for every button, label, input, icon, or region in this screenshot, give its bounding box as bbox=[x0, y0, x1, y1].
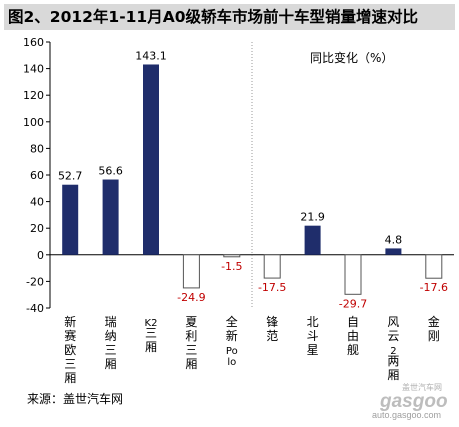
y-tick-label: 100 bbox=[23, 116, 44, 129]
chart-title: 图2、2012年1-11月A0级轿车市场前十车型销量增速对比 bbox=[4, 4, 455, 30]
category-label: 风云 2 两厢 bbox=[387, 315, 399, 382]
category-label: 北斗星 bbox=[307, 315, 319, 357]
legend-label: 同比变化（%） bbox=[310, 51, 394, 65]
watermark-brand-text: gasgoo bbox=[380, 391, 448, 412]
category-label: 全新 Po lo bbox=[226, 314, 238, 368]
bar bbox=[304, 225, 321, 255]
y-tick-label: 80 bbox=[30, 142, 44, 155]
data-label: -17.5 bbox=[258, 281, 286, 294]
y-tick-label: 140 bbox=[23, 63, 44, 76]
bar bbox=[182, 254, 200, 289]
watermark-url-text: auto.gasgoo.com bbox=[372, 410, 442, 420]
data-label: -29.7 bbox=[339, 297, 367, 310]
data-label: -1.5 bbox=[221, 260, 242, 273]
bar bbox=[102, 179, 119, 255]
data-label: 143.1 bbox=[135, 49, 167, 62]
y-tick-label: 160 bbox=[23, 36, 44, 49]
data-label: 56.6 bbox=[98, 165, 123, 178]
y-tick-label: -20 bbox=[26, 275, 44, 288]
y-tick-label: 20 bbox=[30, 222, 44, 235]
bar bbox=[385, 248, 402, 255]
data-label: 21.9 bbox=[300, 211, 325, 224]
bar bbox=[263, 254, 281, 279]
y-tick-label: 120 bbox=[23, 89, 44, 102]
category-label: 锋范 bbox=[266, 315, 278, 343]
bar bbox=[344, 254, 362, 295]
bar bbox=[143, 64, 159, 255]
data-label: 52.7 bbox=[58, 170, 83, 183]
bar bbox=[425, 254, 443, 279]
y-tick-label: 0 bbox=[37, 249, 44, 262]
bar bbox=[223, 254, 241, 258]
category-label: 金刚 bbox=[428, 314, 440, 343]
y-tick-label: -40 bbox=[26, 302, 44, 315]
gasgoo-watermark-logo: 盖世汽车网 gasgoo auto.gasgoo.com bbox=[372, 381, 458, 421]
category-label: 新赛欧三厢 bbox=[64, 314, 76, 385]
watermark-cn-text: 盖世汽车网 bbox=[402, 383, 442, 392]
category-label: 自由舰 bbox=[347, 315, 359, 357]
category-label: 夏利三厢 bbox=[185, 315, 197, 371]
data-label: -24.9 bbox=[177, 291, 205, 304]
data-label: -17.6 bbox=[420, 281, 448, 294]
bar bbox=[62, 184, 79, 255]
y-tick-label: 40 bbox=[30, 196, 44, 209]
category-label: K2 三厢 bbox=[145, 318, 158, 354]
category-label: 瑞纳三厢 bbox=[105, 315, 117, 371]
source-note: 来源：盖世汽车网 bbox=[27, 392, 124, 406]
y-tick-label: 60 bbox=[30, 169, 44, 182]
data-label: 4.8 bbox=[385, 233, 403, 246]
